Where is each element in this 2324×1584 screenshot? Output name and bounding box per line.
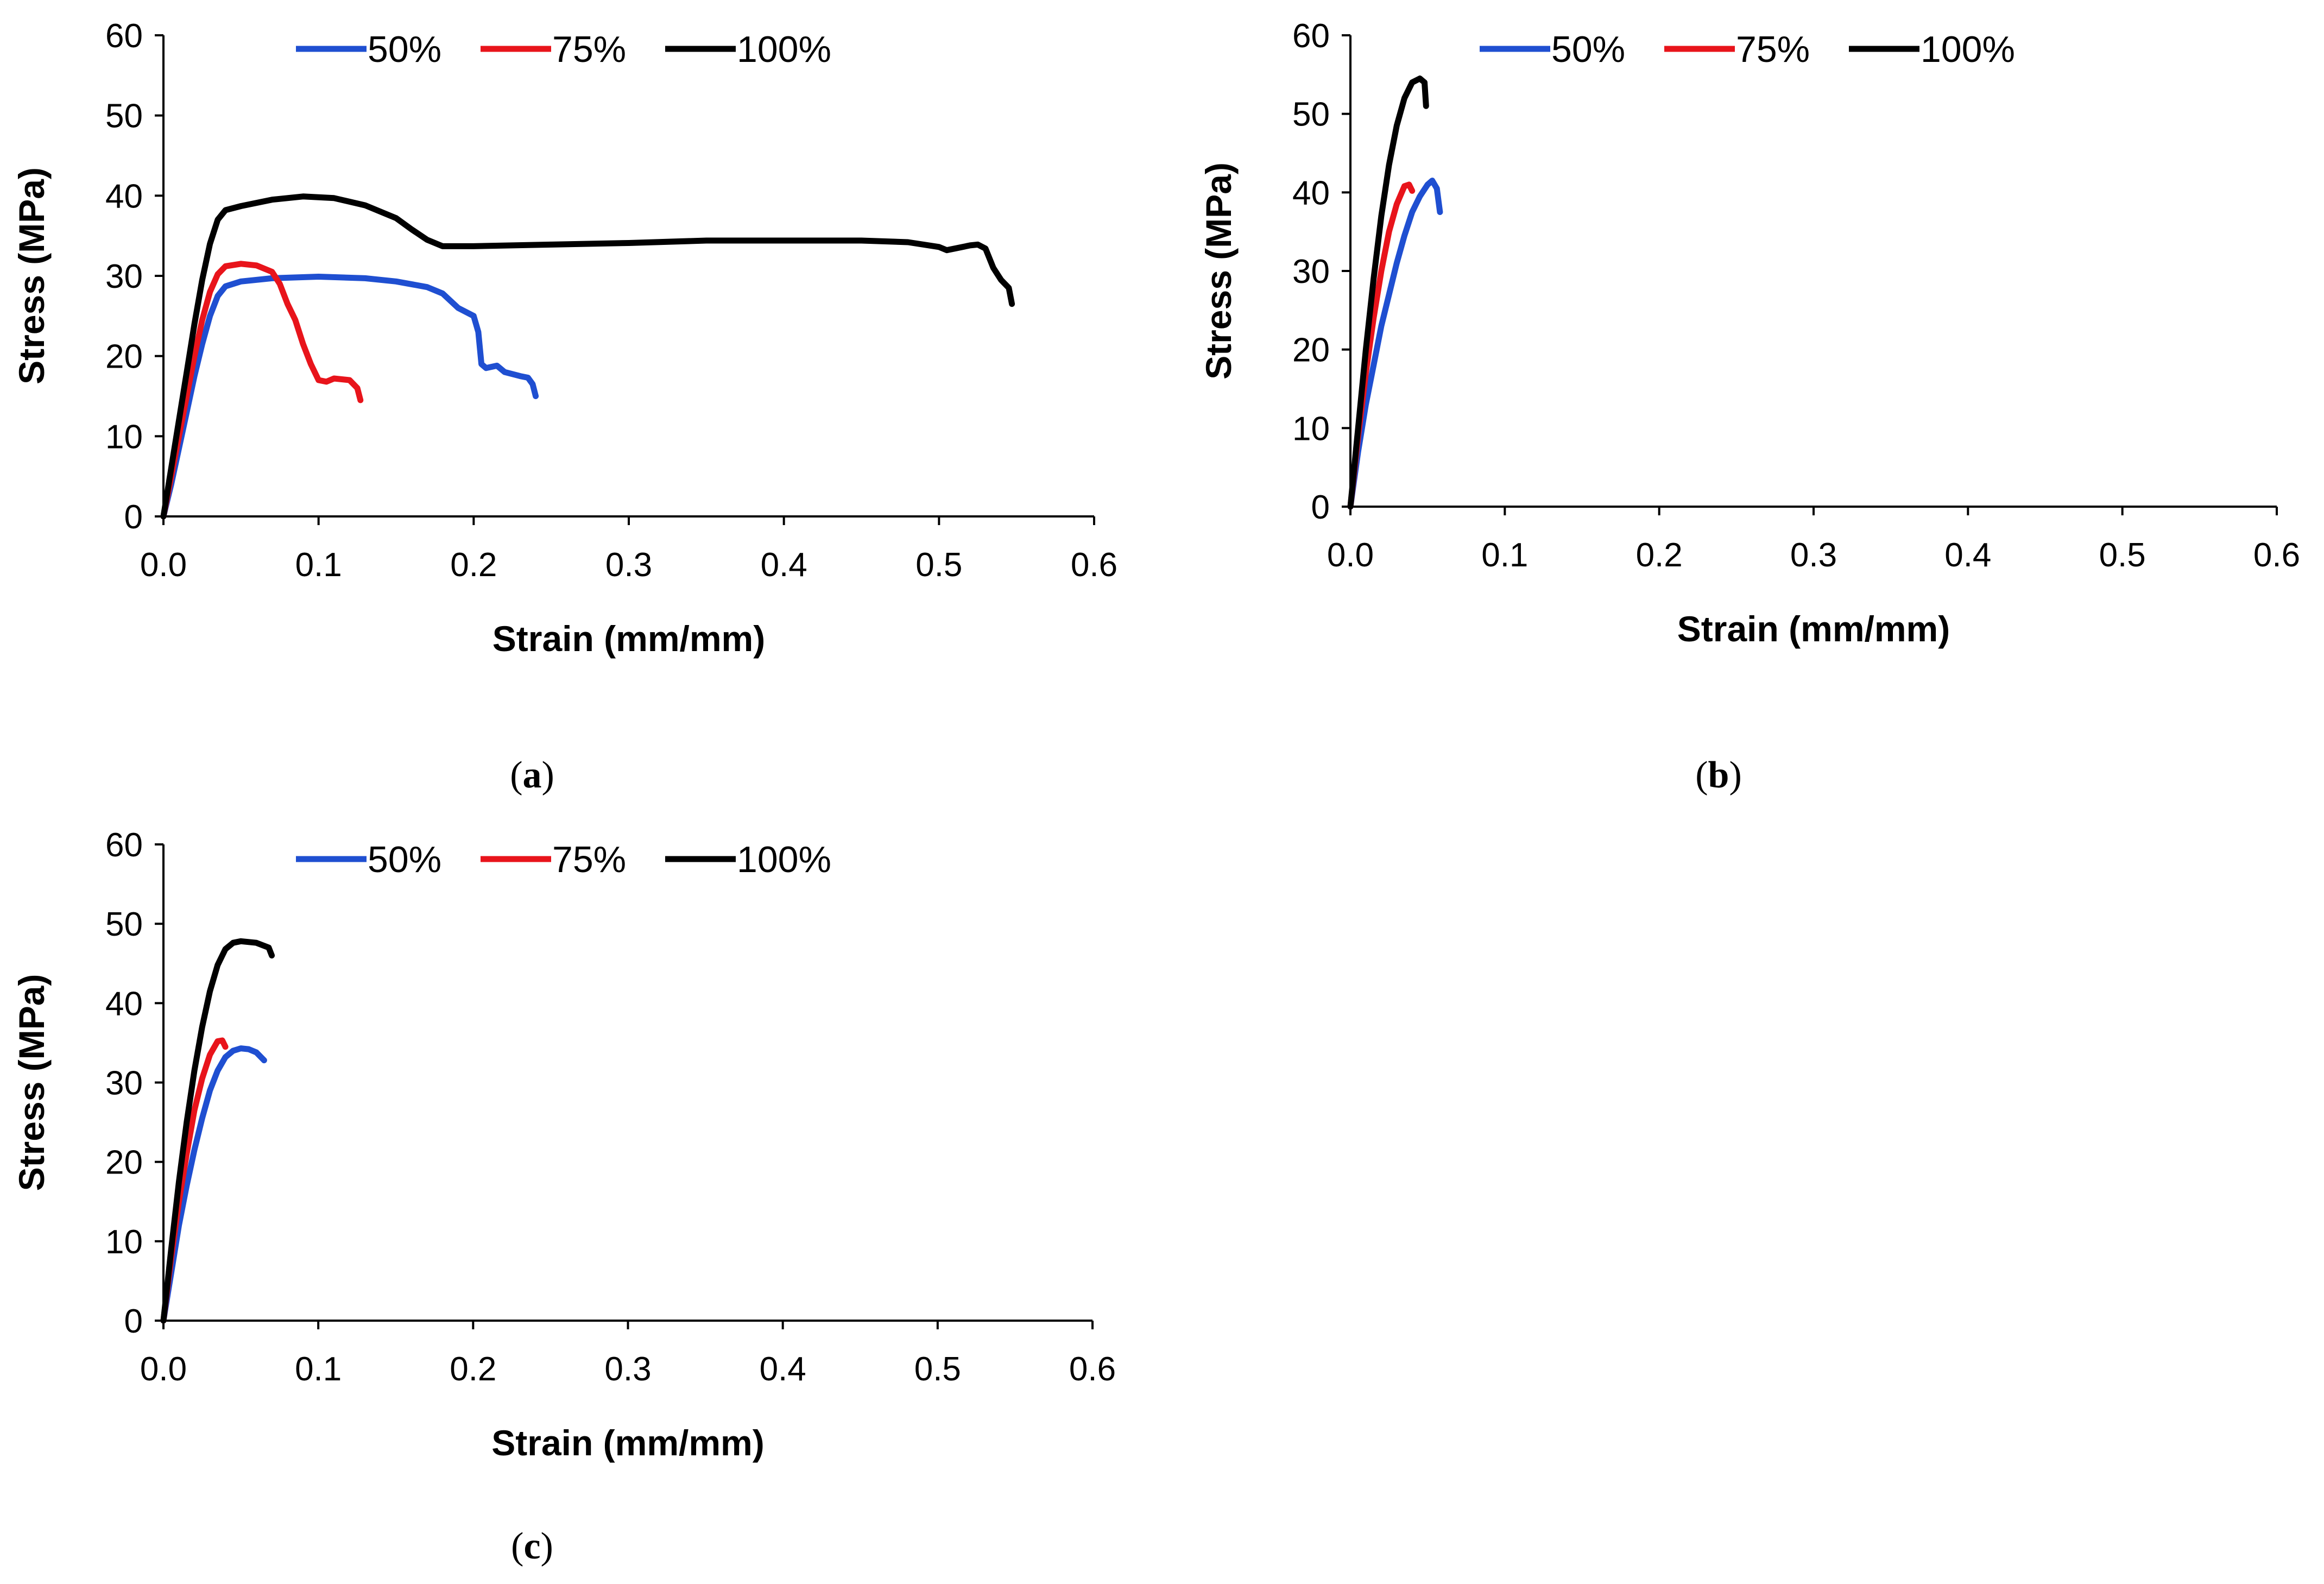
- y-tick-label: 0: [1311, 489, 1330, 526]
- y-tick-label: 20: [105, 1144, 143, 1182]
- series-line-75pct: [160, 261, 364, 520]
- y-tick-label: 0: [124, 1303, 143, 1340]
- y-tick-label: 10: [1292, 410, 1330, 447]
- y-axis-title: Stress (MPa): [11, 167, 52, 384]
- series-line-50pct: [160, 274, 539, 520]
- x-tick-label: 0.3: [1790, 537, 1837, 574]
- y-tick-label: 60: [105, 826, 143, 864]
- y-tick-label: 60: [1292, 17, 1330, 55]
- y-tick-label: 0: [124, 498, 143, 536]
- series-line-50pct: [1347, 178, 1443, 510]
- x-tick-label: 0.0: [140, 1350, 187, 1388]
- x-tick-label: 0.6: [1069, 1350, 1116, 1388]
- x-tick-label: 0.1: [295, 1350, 342, 1388]
- chart-panel-a: 0 10 20 30 40 50 60 0.0 0.1 0.2 0.3 0.4 0.5 0.6 Strain…: [11, 17, 1117, 796]
- y-tick-label: 40: [1292, 174, 1330, 212]
- y-tick-label: 60: [105, 17, 143, 55]
- y-tick-label: 10: [105, 418, 143, 456]
- legend-label: 75%: [552, 839, 626, 880]
- panel-caption: (a): [510, 754, 554, 796]
- x-tick-label: 0.1: [295, 546, 342, 584]
- legend-label: 50%: [1551, 29, 1625, 70]
- x-tick-label: 0.2: [450, 1350, 496, 1388]
- y-tick-label: 40: [105, 178, 143, 215]
- legend-label: 100%: [737, 839, 831, 880]
- legend-label: 100%: [737, 29, 831, 70]
- x-axis-title: Strain (mm/mm): [1677, 609, 1950, 649]
- legend-label: 50%: [368, 839, 441, 880]
- x-axis-title: Strain (mm/mm): [491, 1423, 764, 1463]
- series-line-50pct: [160, 1045, 267, 1324]
- x-tick-label: 0.5: [914, 1350, 961, 1388]
- y-tick-label: 30: [105, 258, 143, 295]
- series-line-100pct: [1347, 75, 1429, 510]
- x-tick-label: 0.0: [1327, 537, 1374, 574]
- y-axis-title: Stress (MPa): [1198, 162, 1239, 380]
- y-tick-label: 20: [1292, 332, 1330, 369]
- legend-label: 50%: [368, 29, 441, 70]
- x-tick-label: 0.3: [604, 1350, 651, 1388]
- x-tick-label: 0.4: [760, 1350, 806, 1388]
- legend-label: 100%: [1921, 29, 2015, 70]
- x-tick-label: 0.2: [450, 546, 497, 584]
- y-tick-label: 50: [1292, 96, 1330, 134]
- y-tick-label: 40: [105, 985, 143, 1023]
- series-line-100pct: [160, 938, 275, 1324]
- x-tick-label: 0.3: [605, 546, 652, 584]
- y-tick-label: 10: [105, 1223, 143, 1261]
- series-line-100pct: [160, 193, 1015, 520]
- y-tick-label: 20: [105, 338, 143, 376]
- x-tick-label: 0.6: [2253, 537, 2300, 574]
- chart-panel-b: 0 10 20 30 40 50 60 0.0 0.1 0.2 0.3 0.4 0.5 0.6 Strain…: [1198, 17, 2300, 796]
- x-tick-label: 0.2: [1636, 537, 1683, 574]
- y-tick-label: 30: [1292, 253, 1330, 291]
- y-tick-label: 50: [105, 98, 143, 135]
- x-axis-title: Strain (mm/mm): [492, 619, 765, 659]
- panel-caption: (b): [1695, 754, 1742, 796]
- x-tick-label: 0.1: [1481, 537, 1528, 574]
- y-axis-title: Stress (MPa): [11, 974, 52, 1191]
- x-tick-label: 0.4: [1944, 537, 1991, 574]
- y-tick-label: 30: [105, 1065, 143, 1102]
- chart-panel-c: 0 10 20 30 40 50 60 0.0 0.1 0.2 0.3 0.4 0.5 0.6 Strain…: [11, 826, 1116, 1567]
- y-tick-label: 50: [105, 906, 143, 943]
- legend-label: 75%: [552, 29, 626, 70]
- x-tick-label: 0.5: [915, 546, 962, 584]
- x-tick-label: 0.6: [1071, 546, 1117, 584]
- x-tick-label: 0.5: [2099, 537, 2146, 574]
- legend-label: 75%: [1736, 29, 1810, 70]
- x-tick-label: 0.0: [140, 546, 187, 584]
- panel-caption: (c): [511, 1525, 553, 1567]
- x-tick-label: 0.4: [761, 546, 807, 584]
